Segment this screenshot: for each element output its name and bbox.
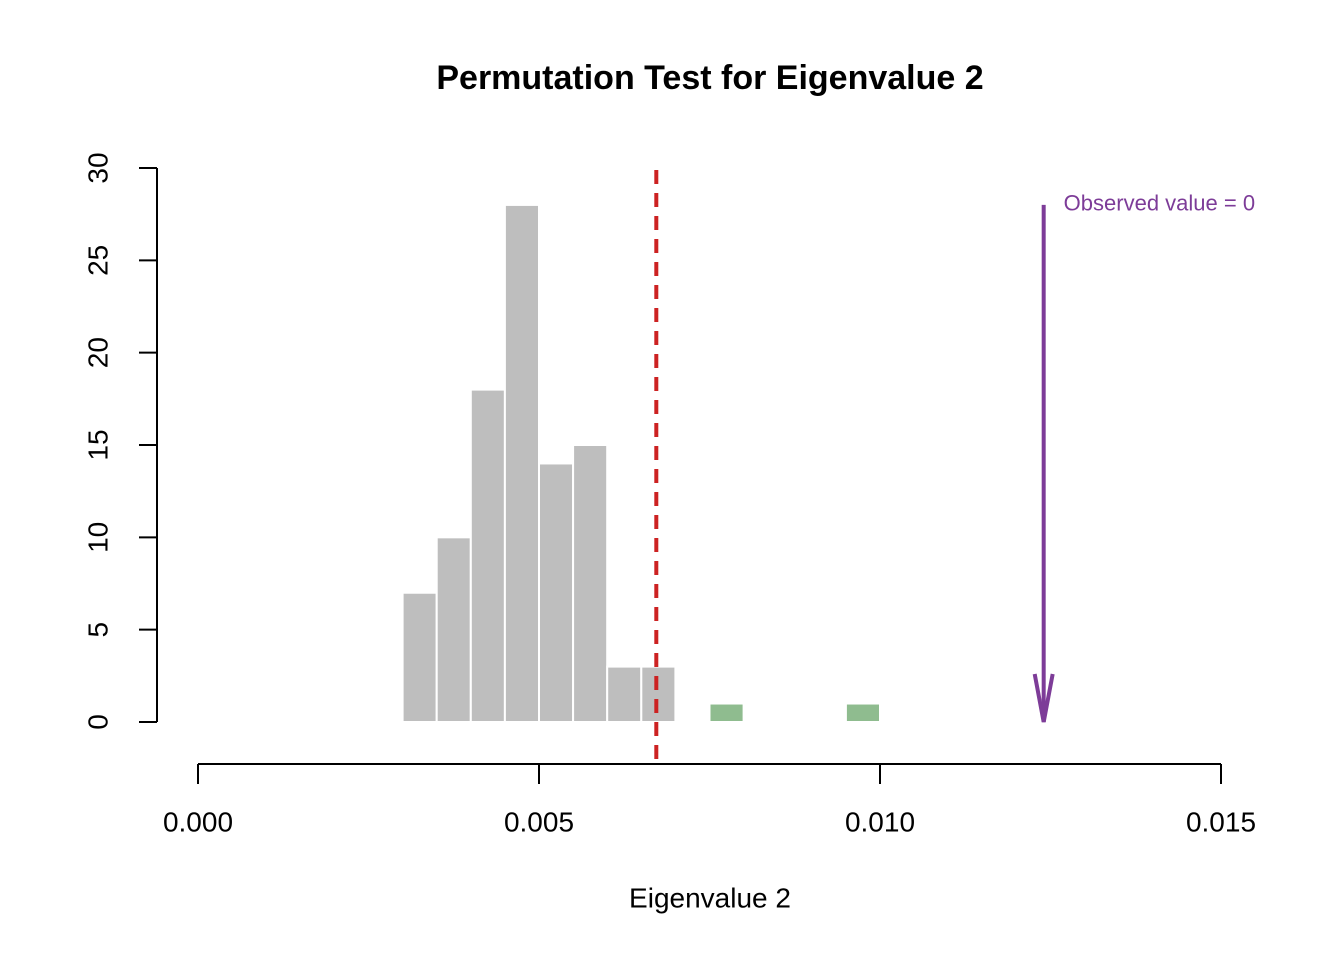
y-tick-label: 10 [82, 522, 113, 553]
bar [538, 462, 575, 723]
chart-title: Permutation Test for Eigenvalue 2 [436, 59, 983, 97]
bar [640, 665, 677, 723]
bar [606, 665, 643, 723]
annotation-clip: Observed value = 0 [1064, 191, 1255, 216]
x-tick-label: 0.000 [163, 806, 233, 837]
x-tick-label: 0.005 [504, 806, 574, 837]
x-axis-label: Eigenvalue 2 [629, 882, 791, 913]
y-tick-label: 15 [82, 429, 113, 460]
y-tick-label: 20 [82, 337, 113, 368]
bar [503, 203, 540, 723]
x-tick-label: 0.015 [1186, 806, 1256, 837]
bar [435, 536, 472, 723]
y-tick-label: 0 [82, 714, 113, 730]
bar [401, 591, 438, 723]
arrow-head [1032, 673, 1055, 723]
observed-label: Observed value = 0 [1064, 191, 1255, 216]
y-tick-label: 5 [82, 622, 113, 638]
bar [469, 388, 506, 723]
observed-arrow [1032, 204, 1055, 723]
y-tick-label: 25 [82, 245, 113, 276]
y-tick-label: 30 [82, 152, 113, 183]
bar [708, 702, 745, 723]
x-tick-label: 0.010 [845, 806, 915, 837]
bar [572, 444, 609, 723]
bar [844, 702, 882, 723]
